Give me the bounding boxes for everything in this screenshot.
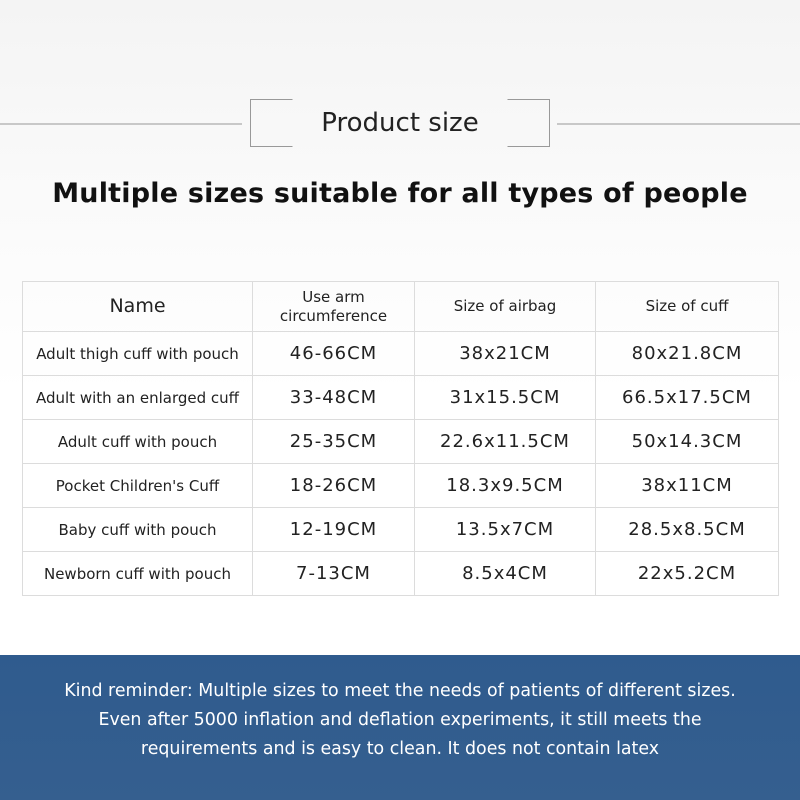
cell-airbag-size: 8.5x4CM (414, 551, 596, 596)
cell-name: Baby cuff with pouch (22, 507, 253, 552)
table-header-row: Name Use arm circumference Size of airba… (22, 281, 779, 332)
column-header-cuff-size: Size of cuff (595, 281, 779, 332)
reminder-line: Kind reminder: Multiple sizes to meet th… (64, 681, 736, 701)
reminder-line: requirements and is easy to clean. It do… (140, 739, 660, 759)
table-row: Newborn cuff with pouch 7-13CM 8.5x4CM 2… (22, 551, 779, 596)
column-header-arm-circumference: Use arm circumference (252, 281, 415, 332)
reminder-banner: Kind reminder: Multiple sizes to meet th… (0, 655, 800, 800)
cell-arm-circumference: 7-13CM (252, 551, 415, 596)
cell-airbag-size: 38x21CM (414, 331, 596, 376)
cell-cuff-size: 66.5x17.5CM (595, 375, 779, 420)
cell-arm-circumference: 46-66CM (252, 331, 415, 376)
reminder-line: Even after 5000 inflation and deflation … (98, 710, 702, 730)
cell-name: Adult thigh cuff with pouch (22, 331, 253, 376)
section-title: Product size (250, 99, 550, 147)
table-row: Pocket Children's Cuff 18-26CM 18.3x9.5C… (22, 463, 779, 508)
cell-arm-circumference: 33-48CM (252, 375, 415, 420)
cell-cuff-size: 28.5x8.5CM (595, 507, 779, 552)
cell-name: Pocket Children's Cuff (22, 463, 253, 508)
headline: Multiple sizes suitable for all types of… (52, 178, 748, 209)
cell-cuff-size: 80x21.8CM (595, 331, 779, 376)
title-divider-right (557, 123, 800, 125)
table-row: Adult thigh cuff with pouch 46-66CM 38x2… (22, 331, 779, 376)
cell-arm-circumference: 18-26CM (252, 463, 415, 508)
cell-airbag-size: 13.5x7CM (414, 507, 596, 552)
cell-airbag-size: 31x15.5CM (414, 375, 596, 420)
cell-arm-circumference: 12-19CM (252, 507, 415, 552)
table-row: Adult with an enlarged cuff 33-48CM 31x1… (22, 375, 779, 420)
column-header-name: Name (22, 281, 253, 332)
cell-cuff-size: 50x14.3CM (595, 419, 779, 464)
size-table: Name Use arm circumference Size of airba… (22, 281, 779, 596)
cell-cuff-size: 38x11CM (595, 463, 779, 508)
table-row: Adult cuff with pouch 25-35CM 22.6x11.5C… (22, 419, 779, 464)
cell-name: Adult with an enlarged cuff (22, 375, 253, 420)
cell-airbag-size: 18.3x9.5CM (414, 463, 596, 508)
cell-airbag-size: 22.6x11.5CM (414, 419, 596, 464)
column-header-airbag-size: Size of airbag (414, 281, 596, 332)
cell-cuff-size: 22x5.2CM (595, 551, 779, 596)
title-divider-left (0, 123, 242, 125)
cell-name: Newborn cuff with pouch (22, 551, 253, 596)
cell-name: Adult cuff with pouch (22, 419, 253, 464)
table-row: Baby cuff with pouch 12-19CM 13.5x7CM 28… (22, 507, 779, 552)
cell-arm-circumference: 25-35CM (252, 419, 415, 464)
